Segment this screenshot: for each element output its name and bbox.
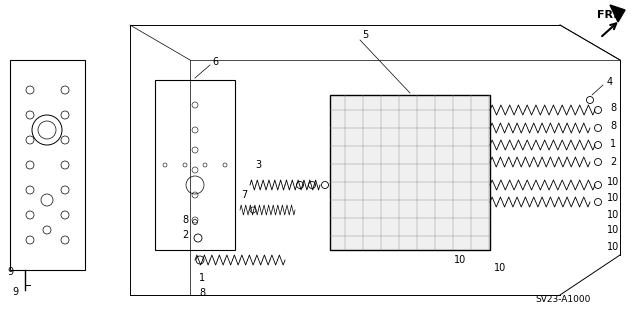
Text: 10: 10 <box>607 193 619 203</box>
Text: 1: 1 <box>610 139 616 149</box>
Text: 8: 8 <box>182 215 188 225</box>
Text: 5: 5 <box>362 30 368 40</box>
Text: 7: 7 <box>241 190 247 200</box>
Text: 10: 10 <box>494 263 506 273</box>
Text: 3: 3 <box>255 160 261 170</box>
Text: 1: 1 <box>199 273 205 283</box>
Text: 9: 9 <box>12 287 18 297</box>
Text: 9: 9 <box>7 267 13 277</box>
Text: 10: 10 <box>607 242 619 252</box>
Text: 10: 10 <box>607 210 619 220</box>
Polygon shape <box>610 5 625 22</box>
Text: 10: 10 <box>607 177 619 187</box>
Text: 10: 10 <box>454 255 466 265</box>
Text: FR.: FR. <box>596 10 617 20</box>
Text: 10: 10 <box>607 225 619 235</box>
Text: 6: 6 <box>212 57 218 67</box>
Text: 2: 2 <box>182 230 188 240</box>
Text: SV23-A1000: SV23-A1000 <box>535 295 590 305</box>
Text: 8: 8 <box>610 121 616 131</box>
Text: 4: 4 <box>607 77 613 87</box>
Text: 8: 8 <box>199 288 205 298</box>
Text: 2: 2 <box>610 157 616 167</box>
Text: 8: 8 <box>610 103 616 113</box>
Polygon shape <box>330 95 490 250</box>
